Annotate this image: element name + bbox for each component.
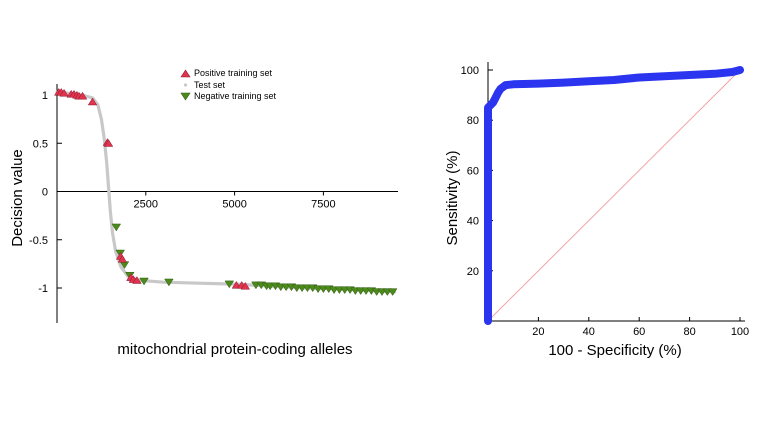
- left-x-tick-label: 2500: [134, 199, 158, 211]
- positive-training-point: [59, 88, 69, 97]
- left-y-tick-label: 0.5: [33, 138, 48, 150]
- roc-curve-chart: 20 40 60 80 100 20 40 60 80 100 100 - Specificity…: [444, 62, 749, 359]
- legend-marker-test: [183, 83, 188, 87]
- legend-label-negative: Negative training set: [194, 91, 277, 101]
- left-y-tick-label: -1: [38, 283, 48, 295]
- right-x-axis-label: 100 - Specificity (%): [548, 342, 681, 359]
- left-y-tick-label: 0: [42, 187, 48, 199]
- legend-label-positive: Positive training set: [194, 68, 273, 78]
- negative-training-point: [387, 288, 398, 296]
- positive-training-point: [87, 97, 98, 106]
- positive-training-point: [103, 139, 114, 147]
- negative-training-point: [111, 223, 122, 232]
- left-x-tick-label: 5000: [222, 199, 246, 211]
- right-x-tick-label: 40: [583, 326, 595, 338]
- right-y-axis-label: Sensitivity (%): [444, 150, 461, 245]
- negative-training-point: [139, 277, 149, 286]
- right-y-tick-label: 60: [467, 165, 479, 177]
- left-x-tick-label: 7500: [311, 199, 335, 211]
- right-y-tick-label: 20: [467, 266, 479, 278]
- left-chart-markers: [54, 87, 398, 296]
- legend-marker-positive: [180, 69, 191, 78]
- left-y-axis-label: Decision value: [9, 149, 26, 247]
- right-y-tick-label: 80: [467, 115, 479, 127]
- positive-training-point: [132, 276, 142, 284]
- right-x-tick-label: 100: [731, 326, 749, 338]
- roc-diagonal-reference: [487, 69, 741, 322]
- right-y-tick-label: 100: [461, 65, 479, 77]
- right-x-tick-label: 20: [532, 326, 544, 338]
- legend-label-test: Test set: [194, 80, 226, 90]
- right-x-tick-label: 60: [633, 326, 645, 338]
- right-x-tick-label: 80: [683, 326, 695, 338]
- positive-training-point: [117, 254, 128, 263]
- left-x-axis-label: mitochondrial protein-coding alleles: [117, 341, 352, 358]
- right-y-tick-label: 40: [467, 216, 479, 228]
- positive-training-point: [77, 91, 88, 100]
- left-y-tick-label: 1: [42, 90, 48, 102]
- negative-training-point: [224, 280, 235, 289]
- positive-training-point: [240, 281, 251, 290]
- decision-value-chart: 1 0.5 0 -0.5 -1 2500 5000 7500 Positive trainin…: [9, 68, 398, 358]
- roc-lines: [484, 66, 744, 325]
- left-axes: 1 0.5 0 -0.5 -1 2500 5000 7500: [29, 84, 398, 323]
- roc-curve-line: [484, 66, 744, 325]
- negative-training-point: [164, 278, 174, 287]
- left-y-tick-label: -0.5: [29, 235, 48, 247]
- legend-marker-negative: [180, 92, 191, 101]
- left-legend: Positive training set Test set Negative …: [180, 68, 277, 101]
